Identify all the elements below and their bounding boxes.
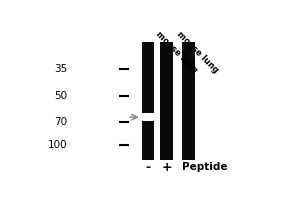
Text: 70: 70 (55, 117, 68, 127)
Text: mouse lung: mouse lung (175, 30, 220, 75)
Bar (160, 42, 173, 160)
Text: mouse lung: mouse lung (154, 30, 199, 75)
Text: 100: 100 (48, 140, 68, 150)
Text: 50: 50 (55, 91, 68, 101)
Bar (142, 42, 154, 160)
Text: -: - (146, 161, 151, 174)
Bar (142, 113, 154, 121)
Text: +: + (161, 161, 172, 174)
Bar (182, 42, 195, 160)
Text: 35: 35 (55, 64, 68, 74)
Text: Peptide: Peptide (182, 162, 227, 172)
